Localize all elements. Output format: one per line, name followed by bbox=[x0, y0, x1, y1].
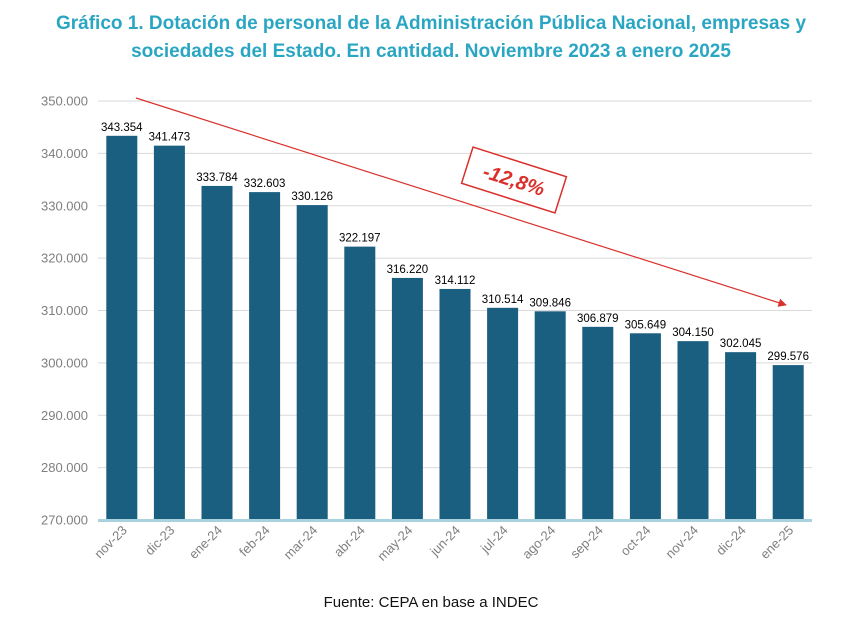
x-tick-label: mar-24 bbox=[281, 523, 321, 563]
bar bbox=[201, 185, 233, 520]
data-label: 322.197 bbox=[339, 233, 381, 245]
y-tick-label: 290.000 bbox=[41, 408, 88, 423]
data-label: 333.784 bbox=[196, 172, 238, 184]
y-tick-label: 300.000 bbox=[41, 355, 88, 370]
x-tick-label: ene-25 bbox=[757, 523, 796, 562]
data-label: 341.473 bbox=[149, 132, 191, 144]
x-tick-label: may-24 bbox=[374, 523, 415, 564]
bar bbox=[106, 135, 138, 521]
bar bbox=[629, 333, 661, 520]
bar bbox=[487, 307, 519, 520]
bar bbox=[534, 311, 566, 520]
chart-title-line-1: Gráfico 1. Dotación de personal de la Ad… bbox=[55, 13, 807, 34]
x-tick-label: oct-24 bbox=[617, 523, 653, 559]
data-label: 302.045 bbox=[720, 338, 762, 350]
x-tick-label: nov-24 bbox=[662, 523, 701, 562]
chart-title: Gráfico 1. Dotación de personal de la Ad… bbox=[0, 10, 862, 66]
bar bbox=[153, 145, 185, 520]
data-label: 343.354 bbox=[101, 122, 143, 134]
bar bbox=[391, 277, 423, 520]
source-note: Fuente: CEPA en base a INDEC bbox=[323, 594, 539, 611]
trend-annotation: -12,8% bbox=[135, 97, 787, 307]
bar-chart: 270.000 280.000 290.000 300.000 310.000 320.0… bbox=[41, 94, 812, 564]
y-axis: 270.000 280.000 290.000 300.000 310.000 320.0… bbox=[41, 94, 88, 528]
x-tick-label: dic-24 bbox=[713, 523, 749, 559]
bars bbox=[98, 135, 812, 522]
data-label: 306.879 bbox=[577, 313, 619, 325]
bar bbox=[439, 288, 471, 520]
x-axis-baseline bbox=[98, 519, 812, 522]
y-tick-label: 280.000 bbox=[41, 460, 88, 475]
data-label: 299.576 bbox=[767, 351, 809, 363]
x-tick-label: nov-23 bbox=[91, 523, 130, 562]
chart-title-line-2: sociedades del Estado. En cantidad. Novi… bbox=[131, 41, 731, 62]
data-labels: 343.354 341.473 333.784 332.603 330.126 322.1… bbox=[101, 122, 809, 363]
data-label: 305.649 bbox=[625, 319, 667, 331]
bar bbox=[677, 341, 709, 520]
y-tick-label: 320.000 bbox=[41, 251, 88, 266]
bar bbox=[344, 246, 376, 520]
bar bbox=[725, 352, 757, 520]
data-label: 330.126 bbox=[291, 191, 333, 203]
x-tick-label: ago-24 bbox=[519, 523, 558, 562]
x-tick-label: dic-23 bbox=[142, 523, 178, 559]
y-tick-label: 310.000 bbox=[41, 303, 88, 318]
y-tick-label: 330.000 bbox=[41, 198, 88, 213]
data-label: 332.603 bbox=[244, 178, 286, 190]
bar bbox=[582, 326, 614, 520]
x-tick-label: jun-24 bbox=[426, 523, 463, 560]
bar bbox=[249, 192, 281, 520]
x-tick-label: jul-24 bbox=[477, 523, 511, 557]
trend-annotation-box bbox=[460, 146, 568, 214]
x-tick-label: abr-24 bbox=[331, 523, 368, 560]
x-axis: nov-23 dic-23 ene-24 feb-24 mar-24 abr-24 may-… bbox=[91, 523, 796, 564]
y-tick-label: 350.000 bbox=[41, 94, 88, 109]
x-tick-label: sep-24 bbox=[567, 523, 606, 562]
data-label: 309.846 bbox=[529, 297, 571, 309]
data-label: 314.112 bbox=[435, 275, 476, 287]
bar bbox=[296, 205, 328, 520]
y-tick-label: 340.000 bbox=[41, 146, 88, 161]
data-label: 304.150 bbox=[672, 327, 714, 339]
data-label: 310.514 bbox=[482, 294, 524, 306]
x-tick-label: feb-24 bbox=[236, 523, 273, 560]
trend-arrow bbox=[135, 97, 787, 307]
y-tick-label: 270.000 bbox=[41, 513, 88, 528]
data-label: 316.220 bbox=[387, 264, 429, 276]
bar bbox=[772, 365, 804, 520]
x-tick-label: ene-24 bbox=[186, 523, 225, 562]
